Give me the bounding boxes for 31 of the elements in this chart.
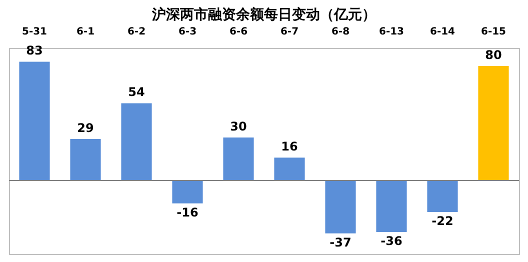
data-label: 30 xyxy=(230,120,247,134)
data-label: -16 xyxy=(176,205,198,220)
data-label: 16 xyxy=(281,140,298,154)
x-tick-label: 6-2 xyxy=(127,26,146,38)
data-label: 29 xyxy=(77,120,94,135)
x-tick-label: 6-7 xyxy=(280,26,299,38)
x-tick-label: 6-8 xyxy=(331,26,350,38)
data-label: -36 xyxy=(380,234,402,248)
x-tick-label: 6-1 xyxy=(76,26,95,38)
data-label: 54 xyxy=(128,85,145,100)
bar xyxy=(274,158,305,180)
bar xyxy=(478,66,509,180)
bar xyxy=(223,138,254,180)
x-tick-label: 6-3 xyxy=(178,26,197,38)
data-label: -37 xyxy=(330,235,352,250)
x-tick-label: 6-14 xyxy=(430,26,456,38)
data-label: 80 xyxy=(485,48,502,62)
x-tick-label: 5-31 xyxy=(22,26,48,38)
bar xyxy=(121,103,152,180)
bar xyxy=(19,62,50,180)
bar xyxy=(172,180,203,204)
data-label: -22 xyxy=(432,214,454,228)
data-label: 83 xyxy=(26,44,43,58)
x-tick-label: 6-6 xyxy=(229,26,248,38)
x-tick-label: 6-13 xyxy=(378,26,404,38)
x-tick-label: 6-15 xyxy=(480,26,506,38)
bar xyxy=(376,180,407,232)
bar xyxy=(427,180,458,212)
bar xyxy=(70,138,101,180)
chart-title: 沪深两市融资余额每日变动（亿元） xyxy=(151,6,376,23)
bar xyxy=(325,180,356,234)
